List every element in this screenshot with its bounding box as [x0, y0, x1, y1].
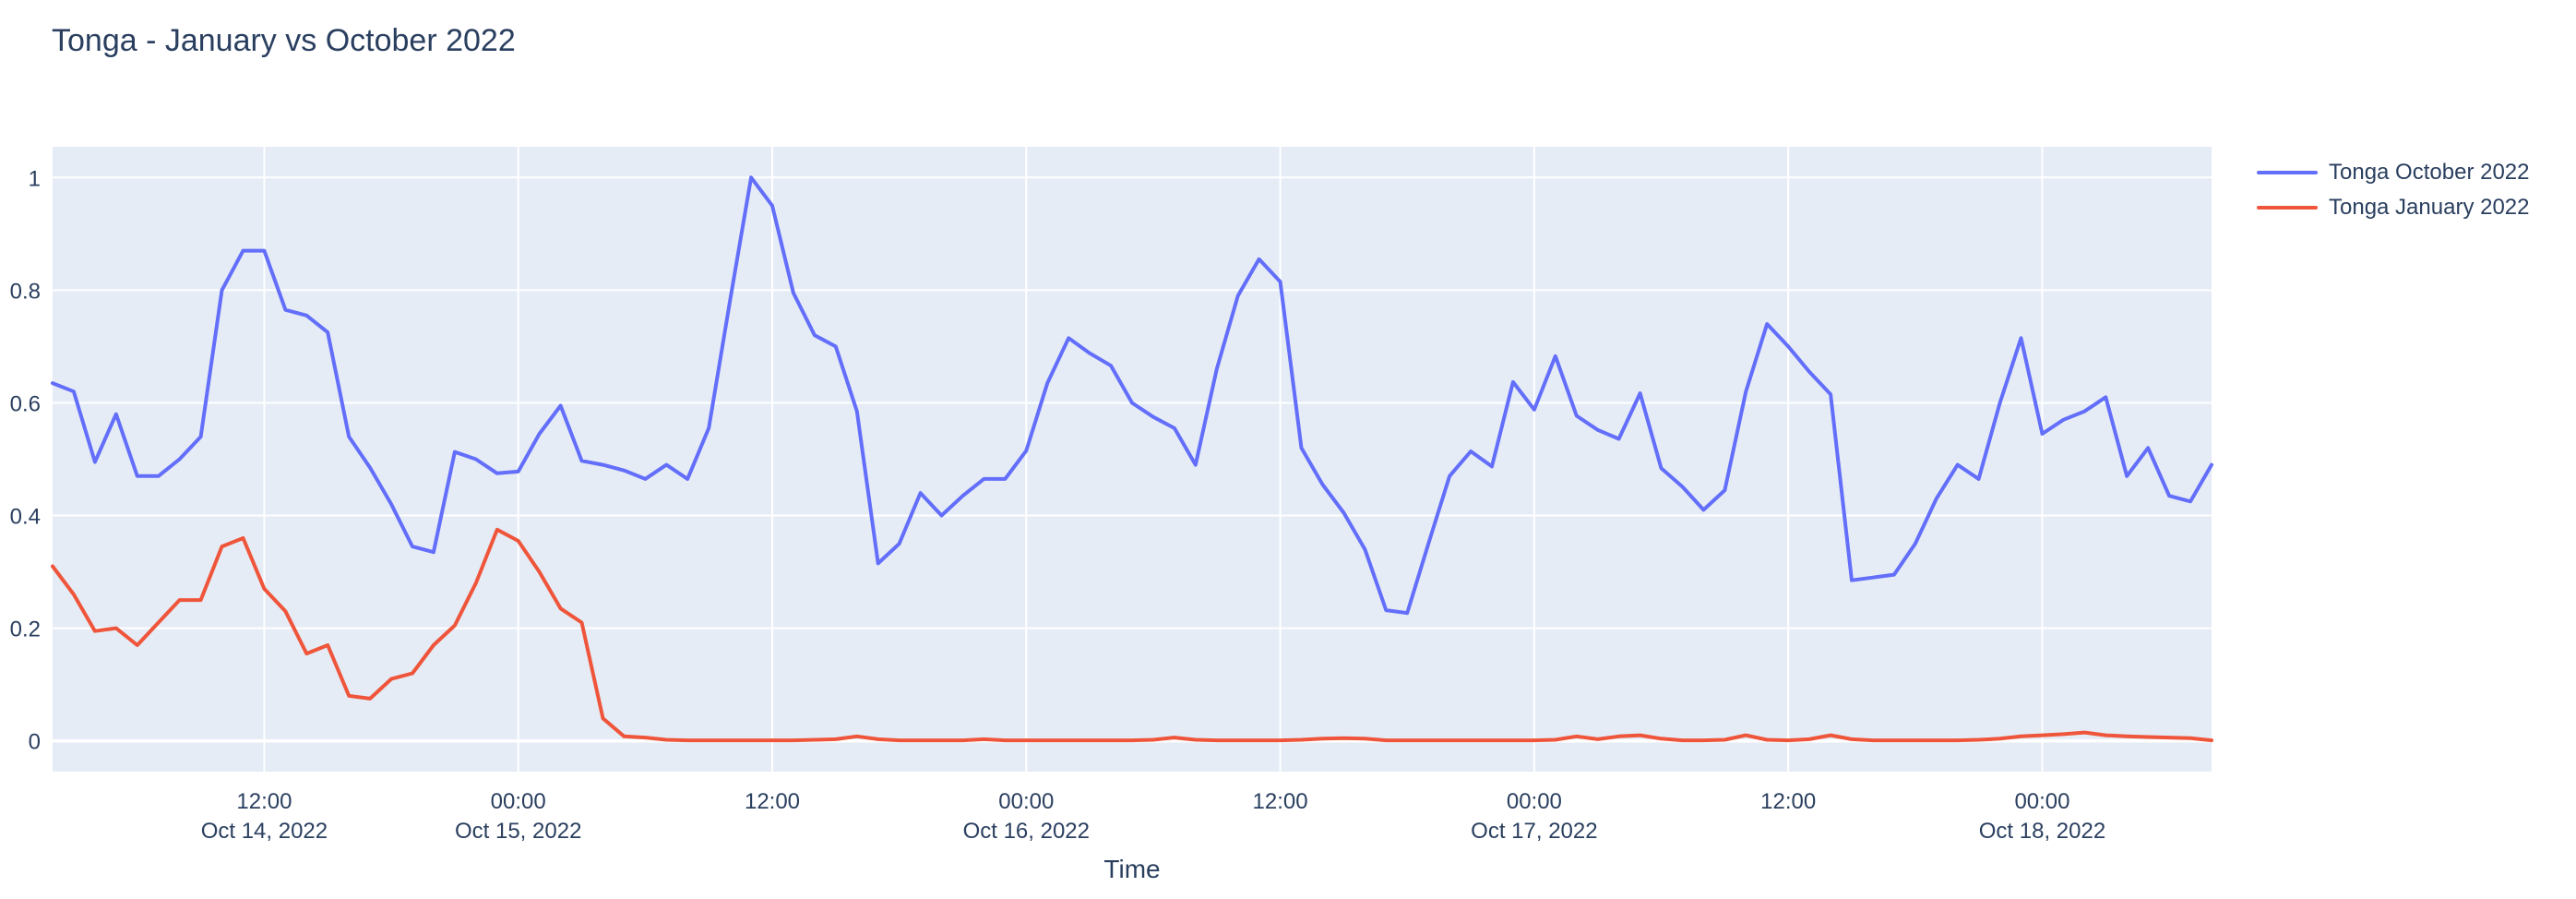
y-tick-label: 1	[29, 166, 41, 191]
legend-item-january[interactable]: Tonga January 2022	[2257, 190, 2530, 225]
x-axis-title: Time	[1103, 855, 1161, 883]
legend-label-october: Tonga October 2022	[2329, 160, 2530, 185]
legend: Tonga October 2022 Tonga January 2022	[2257, 155, 2530, 225]
y-tick-label: 0.8	[10, 279, 41, 304]
y-tick-label: 0	[29, 730, 41, 755]
y-tick-label: 0.2	[10, 617, 41, 642]
x-tick-date-label: Oct 16, 2022	[963, 819, 1090, 844]
x-tick-time-label: 12:00	[1760, 789, 1816, 814]
x-tick-time-label: 00:00	[1507, 789, 1562, 814]
legend-line-swatch-january	[2257, 206, 2318, 210]
plot-area[interactable]	[53, 147, 2212, 772]
y-tick-label: 0.6	[10, 391, 41, 416]
x-tick-time-label: 00:00	[998, 789, 1054, 814]
x-tick-time-label: 00:00	[491, 789, 546, 814]
x-tick-time-label: 12:00	[745, 789, 800, 814]
x-tick-time-label: 12:00	[236, 789, 292, 814]
x-tick-date-label: Oct 17, 2022	[1471, 819, 1597, 844]
x-tick-time-label: 00:00	[2014, 789, 2069, 814]
legend-item-october[interactable]: Tonga October 2022	[2257, 155, 2530, 190]
x-tick-time-label: 12:00	[1253, 789, 1308, 814]
legend-line-swatch-october	[2257, 171, 2318, 174]
x-tick-date-label: Oct 14, 2022	[201, 819, 328, 844]
legend-label-january: Tonga January 2022	[2329, 195, 2530, 220]
x-tick-date-label: Oct 15, 2022	[455, 819, 581, 844]
series-line-january[interactable]	[51, 527, 2213, 743]
chart-title: Tonga - January vs October 2022	[52, 23, 516, 58]
y-tick-label: 0.4	[10, 505, 41, 530]
x-tick-date-label: Oct 18, 2022	[1979, 819, 2105, 844]
series-line-october[interactable]	[51, 175, 2213, 616]
